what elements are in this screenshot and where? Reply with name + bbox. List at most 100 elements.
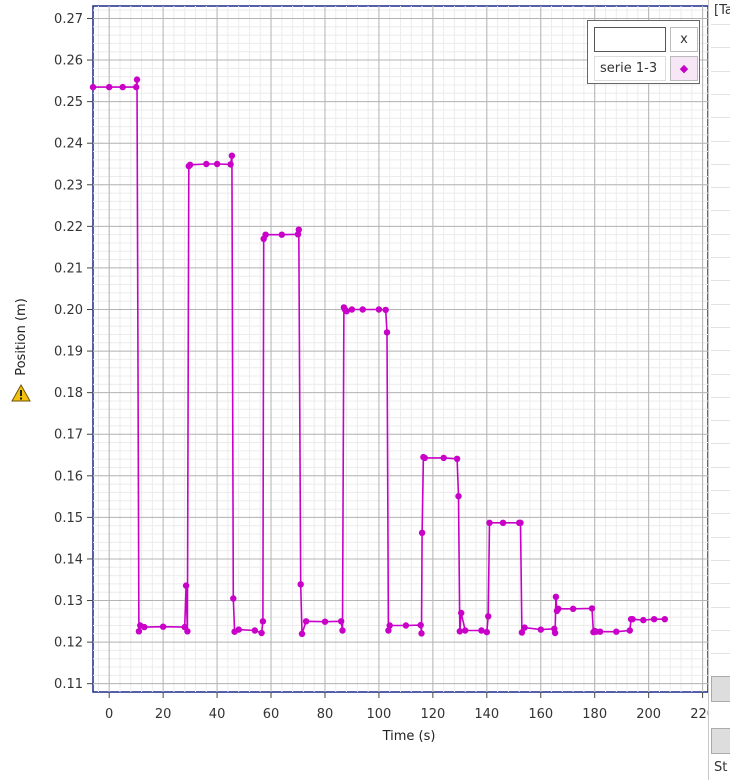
legend-series-label[interactable]: serie 1-3 — [594, 56, 666, 81]
data-point[interactable] — [456, 628, 463, 635]
data-point[interactable] — [262, 231, 269, 238]
data-point[interactable] — [551, 629, 559, 637]
data-point[interactable] — [418, 529, 426, 536]
side-panel-row — [711, 280, 730, 303]
legend-close-button[interactable]: x — [670, 27, 698, 52]
y-tick-label: 0.23 — [54, 178, 83, 193]
data-point[interactable] — [455, 493, 462, 500]
data-point[interactable] — [458, 609, 465, 617]
data-point[interactable] — [485, 613, 492, 620]
data-point[interactable] — [203, 160, 210, 168]
data-point[interactable] — [382, 306, 389, 314]
side-panel-title: [Ta — [714, 3, 730, 18]
data-point[interactable] — [339, 627, 346, 634]
legend-filter-input[interactable] — [594, 27, 666, 52]
data-point[interactable] — [182, 582, 190, 589]
x-tick-label: 0 — [105, 707, 113, 722]
side-panel-footer: St — [714, 760, 728, 775]
side-panel-row — [711, 466, 730, 490]
data-point[interactable] — [499, 519, 507, 526]
data-point[interactable] — [518, 629, 526, 636]
x-axis-ticks: 0 20 40 60 80 100 120 140 160 180 200 220 — [105, 692, 708, 722]
side-panel-row — [711, 233, 730, 257]
chart: 0.11 0.12 0.13 0.14 0.15 0.16 0.17 0.18 0.19 0.20… — [11, 5, 708, 744]
data-point[interactable] — [650, 616, 658, 623]
legend-marker-diamond-icon[interactable]: ◆ — [670, 56, 698, 81]
data-point[interactable] — [418, 630, 425, 637]
data-point[interactable] — [386, 622, 393, 629]
data-point[interactable] — [89, 83, 97, 91]
data-point[interactable] — [626, 627, 633, 634]
y-tick-label: 0.13 — [54, 594, 83, 609]
data-point[interactable] — [321, 618, 329, 625]
data-point[interactable] — [348, 306, 356, 313]
x-tick-label: 220 — [690, 707, 708, 722]
data-point[interactable] — [629, 616, 636, 623]
x-tick-label: 120 — [420, 707, 445, 722]
data-point[interactable] — [106, 83, 113, 91]
data-point[interactable] — [569, 605, 577, 612]
side-panel-row — [711, 140, 730, 164]
data-point[interactable] — [453, 455, 461, 462]
data-point[interactable] — [302, 618, 310, 625]
data-point[interactable] — [375, 306, 383, 313]
data-point[interactable] — [228, 152, 236, 159]
data-point[interactable] — [259, 618, 267, 625]
data-point[interactable] — [417, 621, 424, 629]
data-point[interactable] — [235, 626, 242, 633]
y-tick-label: 0.15 — [54, 511, 83, 526]
data-point[interactable] — [135, 628, 143, 635]
data-point[interactable] — [184, 628, 191, 635]
data-point[interactable] — [338, 618, 345, 625]
side-panel-row — [711, 47, 730, 70]
data-point[interactable] — [402, 622, 410, 629]
data-point[interactable] — [661, 616, 668, 623]
data-point[interactable] — [133, 76, 141, 83]
data-point[interactable] — [230, 595, 237, 602]
data-point[interactable] — [555, 605, 562, 612]
data-point[interactable] — [295, 226, 302, 233]
data-point[interactable] — [141, 623, 148, 631]
data-point[interactable] — [359, 306, 366, 313]
x-tick-label: 20 — [155, 707, 172, 722]
data-point[interactable] — [383, 329, 391, 336]
data-point[interactable] — [478, 627, 485, 634]
side-panel-row — [711, 93, 730, 117]
side-panel-button[interactable] — [711, 676, 730, 702]
data-point[interactable] — [521, 624, 528, 631]
data-point[interactable] — [343, 308, 350, 315]
data-point[interactable] — [298, 630, 306, 637]
legend: x serie 1-3 ◆ — [587, 20, 700, 84]
data-point[interactable] — [483, 628, 490, 636]
data-point[interactable] — [596, 628, 604, 635]
data-point[interactable] — [486, 519, 493, 526]
data-point[interactable] — [297, 581, 304, 588]
y-tick-label: 0.26 — [54, 54, 83, 69]
y-tick-label: 0.21 — [54, 261, 83, 276]
side-panel-row — [711, 583, 730, 606]
data-point[interactable] — [278, 231, 285, 238]
data-point[interactable] — [552, 593, 560, 600]
y-tick-label: 0.20 — [54, 303, 83, 318]
data-point[interactable] — [251, 627, 258, 634]
data-point[interactable] — [517, 519, 524, 526]
data-point[interactable] — [462, 627, 469, 634]
data-point[interactable] — [186, 161, 194, 168]
data-point[interactable] — [119, 83, 126, 91]
data-point[interactable] — [133, 83, 140, 91]
data-point[interactable] — [613, 628, 620, 635]
side-panel-button-2[interactable] — [711, 728, 730, 754]
data-point[interactable] — [640, 616, 647, 624]
data-point[interactable] — [258, 629, 265, 637]
data-point[interactable] — [213, 160, 221, 168]
data-point[interactable] — [440, 454, 447, 462]
data-point[interactable] — [421, 454, 428, 462]
data-point[interactable] — [588, 605, 596, 612]
data-point[interactable] — [159, 623, 167, 630]
side-panel-row — [711, 513, 730, 536]
data-point[interactable] — [227, 161, 234, 168]
warning-triangle-icon[interactable] — [11, 383, 31, 402]
data-point[interactable] — [537, 626, 544, 633]
data-point[interactable] — [385, 627, 392, 634]
x-tick-label: 80 — [317, 707, 334, 722]
